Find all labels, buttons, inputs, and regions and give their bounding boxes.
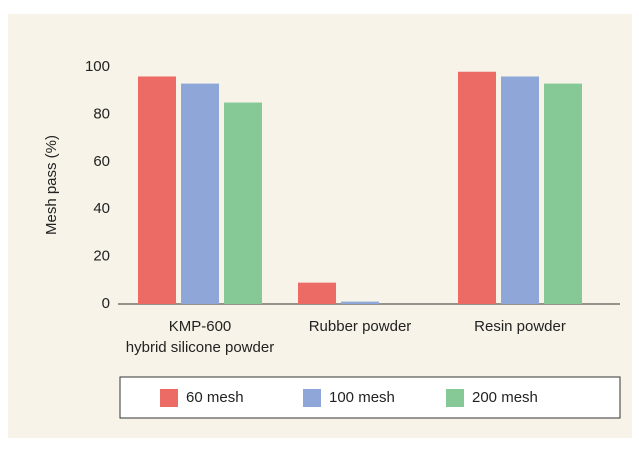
bar (181, 83, 219, 304)
y-tick-label: 60 (93, 153, 110, 170)
y-axis-label: Mesh pass (%) (43, 135, 60, 235)
bar (544, 83, 582, 304)
bar (298, 282, 336, 304)
legend-swatch (160, 389, 178, 407)
legend-label: 100 mesh (329, 389, 395, 406)
x-tick-label: Rubber powder (309, 318, 412, 335)
bar (458, 71, 496, 305)
y-tick-label: 80 (93, 105, 110, 122)
legend-swatch (446, 389, 464, 407)
bar (224, 102, 262, 304)
x-tick-label: Resin powder (474, 318, 566, 335)
legend-box (119, 376, 621, 419)
legend-label: 200 mesh (472, 389, 538, 406)
legend-label: 60 mesh (186, 389, 244, 406)
y-tick-label: 20 (93, 248, 110, 265)
bar (138, 76, 176, 304)
y-tick-label: 40 (93, 200, 110, 217)
legend-swatch (303, 389, 321, 407)
y-tick-label: 100 (85, 58, 110, 75)
bar (341, 301, 379, 304)
y-tick-label: 0 (102, 295, 110, 312)
bar (501, 76, 539, 304)
x-tick-label: KMP-600 hybrid silicone powder (126, 318, 274, 356)
